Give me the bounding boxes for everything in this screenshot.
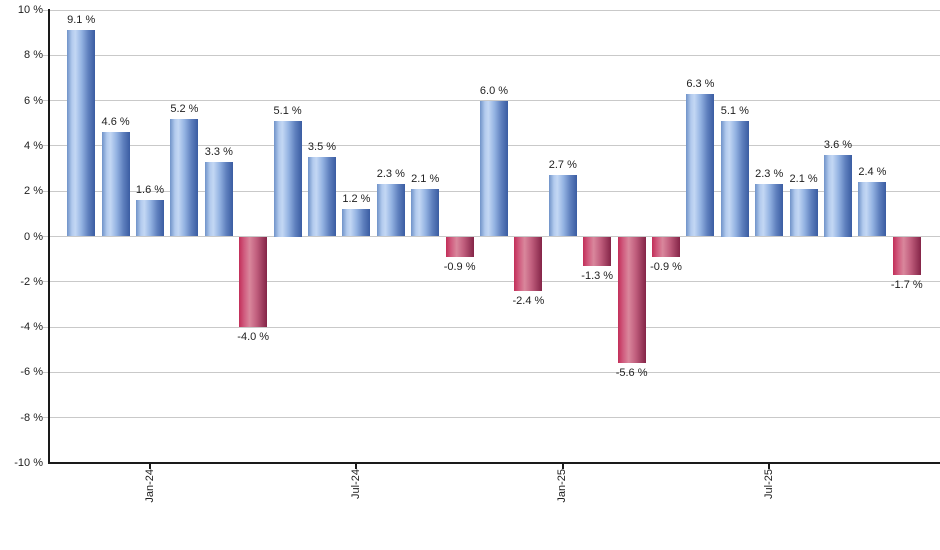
x-axis-line <box>48 462 940 464</box>
bar-value-label: -5.6 % <box>615 367 648 380</box>
bar-positive <box>411 188 440 237</box>
bar-value-label: -0.9 % <box>650 260 682 273</box>
bar-value-label: -0.9 % <box>443 260 476 273</box>
bar-value-label: 2.3 % <box>376 168 405 181</box>
bar-negative <box>445 236 474 257</box>
x-axis-tick <box>355 464 358 469</box>
bar-negative <box>892 236 921 275</box>
bar-value-label: 2.1 % <box>411 172 440 185</box>
y-axis-line <box>48 9 50 464</box>
bar-value-label: 5.1 % <box>273 105 302 117</box>
y-gridline <box>43 281 940 283</box>
y-gridline <box>43 54 940 56</box>
x-axis-tick <box>768 464 771 469</box>
bar-positive <box>686 93 715 237</box>
bar-positive <box>204 161 233 237</box>
bar-negative <box>514 236 543 291</box>
x-axis-tick-label: Jul-25 <box>762 469 775 499</box>
bar-positive <box>67 30 96 237</box>
bar-positive <box>858 182 887 237</box>
x-axis-tick <box>561 464 564 469</box>
bar-positive <box>170 118 199 237</box>
bar-negative <box>583 236 612 266</box>
y-axis-tick-label: 8 % <box>24 49 43 62</box>
bar-value-label: 2.4 % <box>858 166 887 179</box>
bar-value-label: 6.0 % <box>479 84 509 97</box>
bar-value-label: 3.6 % <box>823 139 853 151</box>
y-axis-tick-label: -10 % <box>14 457 43 469</box>
bar-positive <box>136 200 164 237</box>
bar-value-label: 2.1 % <box>789 172 818 185</box>
bar-positive <box>789 188 818 237</box>
bar-value-label: 1.6 % <box>135 184 165 197</box>
bar-value-label: 5.2 % <box>170 102 199 115</box>
y-axis-tick-label: -8 % <box>20 411 43 424</box>
bar-positive <box>273 121 302 237</box>
bar-positive <box>720 121 749 237</box>
y-axis-tick-label: 0 % <box>24 230 43 243</box>
bar-value-label: -4.0 % <box>237 331 270 344</box>
bar-value-label: 2.3 % <box>755 168 784 181</box>
x-axis-tick <box>149 464 151 469</box>
y-axis-tick-label: 10 % <box>17 4 43 16</box>
bar-value-label: -1.7 % <box>890 279 923 291</box>
bar-value-label: 9.1 % <box>67 14 96 27</box>
x-axis-tick-label: Jan-24 <box>143 469 156 503</box>
y-axis-tick-label: -6 % <box>20 366 43 379</box>
x-axis-tick-label: Jul-24 <box>349 469 362 499</box>
bar-positive <box>308 157 336 237</box>
bar-positive <box>101 132 130 237</box>
y-axis-tick-label: -4 % <box>20 321 43 334</box>
y-gridline <box>43 236 940 237</box>
y-axis-tick-label: 6 % <box>24 94 43 107</box>
y-gridline <box>43 371 940 373</box>
y-gridline <box>43 326 940 328</box>
bar-positive <box>376 184 405 237</box>
bar-value-label: -1.3 % <box>581 269 614 282</box>
bar-value-label: -2.4 % <box>512 294 545 307</box>
bar-value-label: 3.5 % <box>307 141 337 154</box>
bar-negative <box>239 236 268 328</box>
bar-value-label: 6.3 % <box>686 77 715 90</box>
bar-value-label: 5.1 % <box>720 105 749 117</box>
bar-positive <box>342 209 371 237</box>
bar-positive <box>548 175 577 237</box>
bar-value-label: 3.3 % <box>204 145 233 158</box>
x-axis-tick-label: Jan-25 <box>556 469 569 503</box>
y-gridline <box>43 9 940 11</box>
bar-negative <box>652 236 680 257</box>
bar-positive <box>824 155 852 237</box>
bar-negative <box>617 236 646 364</box>
y-axis-tick-label: 4 % <box>24 139 43 152</box>
y-axis-tick-label: -2 % <box>20 275 43 288</box>
bar-value-label: 4.6 % <box>101 116 130 129</box>
bar-value-label: 2.7 % <box>548 159 577 172</box>
bar-positive <box>480 100 508 237</box>
y-axis-tick-label: 2 % <box>24 185 43 198</box>
bar-positive <box>755 184 784 237</box>
y-gridline <box>43 417 940 419</box>
bar-value-label: 1.2 % <box>342 193 371 206</box>
